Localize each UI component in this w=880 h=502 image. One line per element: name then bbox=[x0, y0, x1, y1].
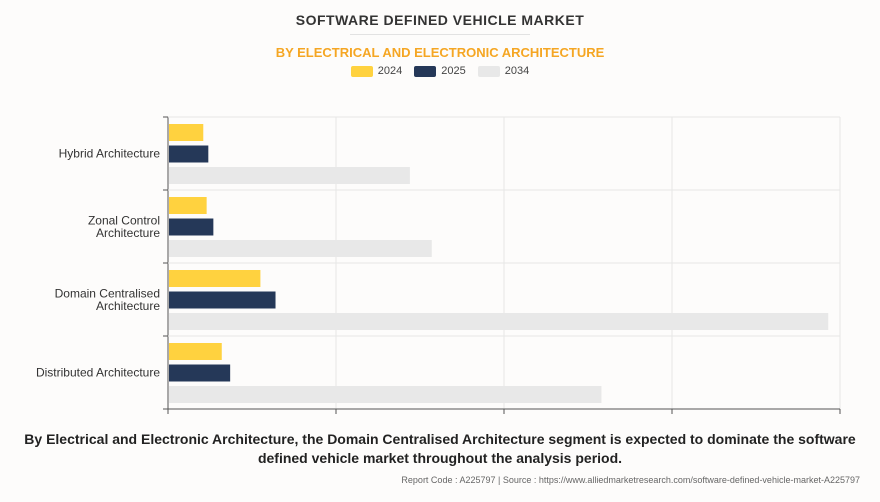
chart-title: SOFTWARE DEFINED VEHICLE MARKET bbox=[295, 12, 585, 28]
bar-2024 bbox=[169, 124, 204, 141]
legend-item-2024[interactable]: 2024 bbox=[350, 65, 403, 77]
bar-2024 bbox=[169, 343, 222, 360]
bar-2025 bbox=[169, 218, 214, 236]
bar-2025 bbox=[169, 364, 231, 382]
bar-2024 bbox=[169, 197, 207, 214]
category-label: Distributed Architecture bbox=[36, 366, 160, 380]
category-label: Architecture bbox=[96, 299, 160, 313]
bar-2024 bbox=[169, 270, 261, 287]
chart-caption: By Electrical and Electronic Architectur… bbox=[24, 431, 856, 466]
source-text: Report Code : A225797 | Source : https:/… bbox=[401, 475, 860, 485]
title-divider bbox=[350, 34, 530, 35]
category-label: Hybrid Architecture bbox=[59, 147, 161, 161]
legend: 2024 2025 2034 bbox=[0, 65, 880, 77]
legend-item-2034[interactable]: 2034 bbox=[477, 65, 530, 77]
bar-2025 bbox=[169, 291, 276, 309]
bar-2034 bbox=[169, 313, 829, 330]
category-label: Zonal Control bbox=[88, 213, 160, 227]
bar-2025 bbox=[169, 145, 209, 163]
bar-2034 bbox=[169, 386, 602, 403]
legend-item-2025[interactable]: 2025 bbox=[414, 65, 466, 77]
bar-2034 bbox=[169, 167, 410, 184]
legend-label: 2024 bbox=[377, 65, 403, 77]
category-label: Domain Centralised bbox=[55, 286, 160, 300]
legend-swatch bbox=[350, 65, 373, 77]
legend-label: 2034 bbox=[504, 65, 530, 77]
legend-label: 2025 bbox=[441, 65, 466, 77]
legend-swatch bbox=[477, 65, 500, 77]
chart-subtitle: BY ELECTRICAL AND ELECTRONIC ARCHITECTUR… bbox=[275, 45, 605, 60]
category-label: Architecture bbox=[96, 226, 160, 240]
bar-2034 bbox=[169, 240, 432, 257]
legend-swatch bbox=[414, 65, 437, 77]
